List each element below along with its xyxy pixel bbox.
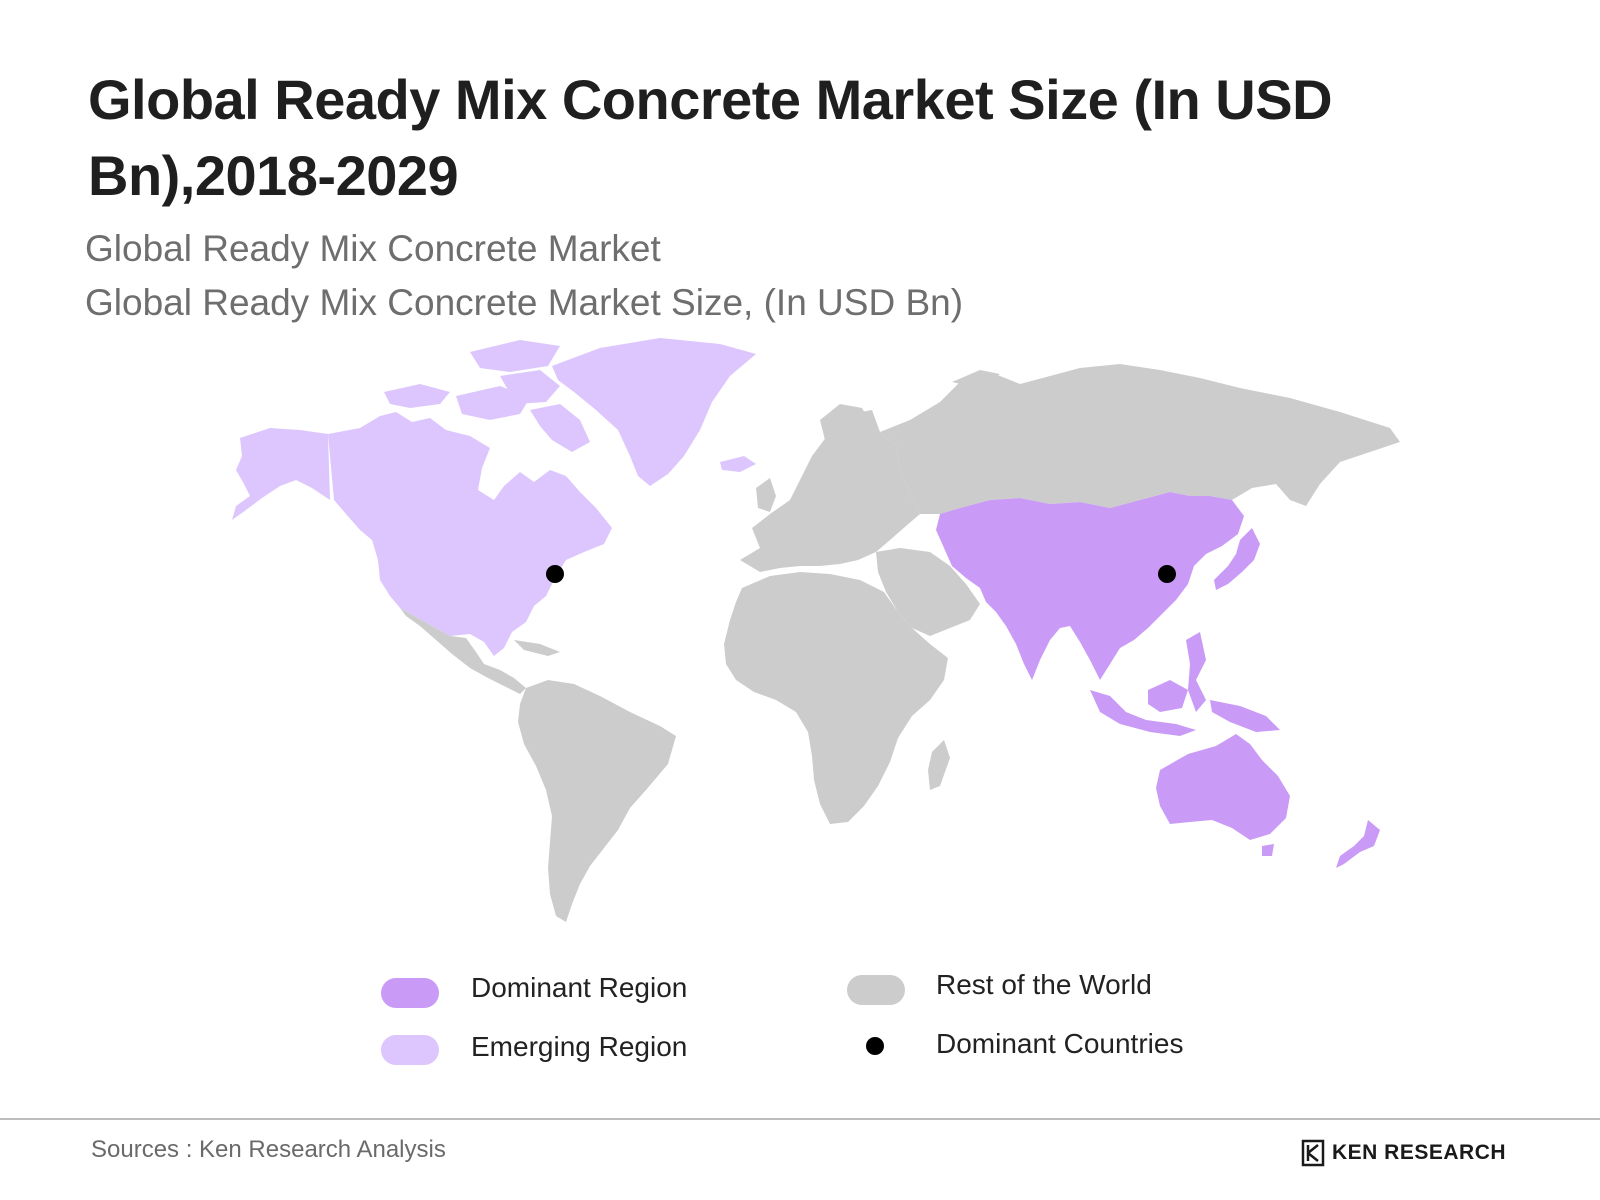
region-arctic-islands-4 bbox=[500, 370, 560, 404]
region-greenland bbox=[552, 338, 756, 486]
legend-swatch-dominant bbox=[381, 978, 439, 1008]
footer-divider bbox=[0, 1118, 1600, 1120]
region-novaya-zemlya bbox=[952, 370, 1000, 388]
region-australia bbox=[1156, 734, 1290, 840]
emerging-region-north-america bbox=[232, 338, 756, 656]
rest-of-world bbox=[400, 364, 1400, 922]
subtitle-market: Global Ready Mix Concrete Market bbox=[85, 228, 661, 269]
dominant-region-asia-pacific bbox=[936, 492, 1380, 868]
region-new-guinea bbox=[1210, 700, 1280, 732]
region-arctic-islands-3 bbox=[470, 340, 560, 372]
region-sumatra-java bbox=[1090, 690, 1196, 736]
region-new-zealand bbox=[1336, 820, 1380, 868]
legend-label-dominant-countries: Dominant Countries bbox=[936, 1028, 1184, 1059]
region-canada-usa bbox=[328, 412, 612, 656]
legend-label-dominant: Dominant Region bbox=[471, 972, 688, 1003]
legend-swatch-rest bbox=[847, 975, 905, 1005]
region-japan bbox=[1214, 528, 1260, 590]
region-alaska bbox=[232, 428, 330, 520]
region-caribbean bbox=[514, 640, 560, 656]
legend-dot-dominant-countries bbox=[866, 1037, 884, 1055]
region-madagascar bbox=[928, 740, 950, 790]
region-scandinavia bbox=[820, 404, 872, 450]
region-europe bbox=[740, 410, 920, 572]
legend-swatch-emerging bbox=[381, 1035, 439, 1065]
brand-name: KEN RESEARCH bbox=[1332, 1141, 1507, 1164]
subtitle-market-size: Global Ready Mix Concrete Market Size, (… bbox=[85, 282, 964, 323]
region-south-america bbox=[518, 680, 676, 922]
brand-logo: KEN RESEARCH bbox=[1300, 1138, 1506, 1168]
source-text: Sources : Ken Research Analysis bbox=[91, 1136, 446, 1163]
legend-label-rest: Rest of the World bbox=[936, 969, 1152, 1000]
region-russia bbox=[880, 364, 1400, 514]
chart-title: Global Ready Mix Concrete Market Size (I… bbox=[88, 68, 1333, 207]
region-sulawesi-philippines bbox=[1186, 632, 1206, 712]
region-africa bbox=[724, 572, 948, 824]
ken-research-logo-icon bbox=[1301, 1139, 1325, 1167]
region-iceland bbox=[720, 456, 756, 472]
region-middle-east bbox=[876, 548, 980, 636]
legend-label-emerging: Emerging Region bbox=[471, 1031, 688, 1062]
world-map bbox=[232, 338, 1400, 922]
region-arctic-islands-1 bbox=[384, 384, 450, 408]
region-asia bbox=[936, 492, 1244, 680]
marker-china bbox=[1158, 565, 1176, 583]
region-baffin bbox=[530, 404, 590, 452]
region-uk bbox=[756, 478, 776, 512]
region-borneo bbox=[1148, 680, 1188, 712]
marker-united-states bbox=[546, 565, 564, 583]
region-tasmania bbox=[1262, 844, 1274, 856]
region-mexico-central-america bbox=[400, 608, 526, 694]
